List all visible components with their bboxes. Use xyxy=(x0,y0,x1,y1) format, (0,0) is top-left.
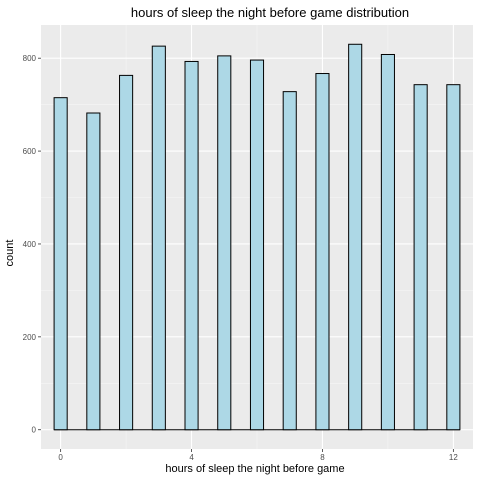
y-tick-label: 600 xyxy=(23,147,37,156)
bar-8 xyxy=(315,73,330,431)
x-tick-label: 4 xyxy=(189,453,194,462)
bar-1 xyxy=(86,112,101,431)
y-tick-label: 200 xyxy=(23,333,37,342)
x-tick-label: 8 xyxy=(320,453,325,462)
x-tick-label: 0 xyxy=(58,453,63,462)
bar-3 xyxy=(151,45,166,431)
bar-7 xyxy=(282,91,297,431)
y-tick-label: 400 xyxy=(23,240,37,249)
bar-11 xyxy=(413,84,428,431)
y-axis-title: count xyxy=(4,240,16,267)
bar-4 xyxy=(184,60,199,431)
bar-5 xyxy=(217,55,232,431)
y-tick-label: 0 xyxy=(32,426,37,435)
bar-0 xyxy=(53,97,68,431)
y-tick-label: 800 xyxy=(23,54,37,63)
bar-12 xyxy=(446,84,461,431)
bar-9 xyxy=(348,43,363,431)
bar-6 xyxy=(249,59,265,431)
x-tick-label: 12 xyxy=(449,453,458,462)
bar-2 xyxy=(119,74,134,431)
x-axis-title: hours of sleep the night before game xyxy=(165,463,344,475)
chart-title: hours of sleep the night before game dis… xyxy=(131,5,409,20)
bar-10 xyxy=(380,53,395,431)
